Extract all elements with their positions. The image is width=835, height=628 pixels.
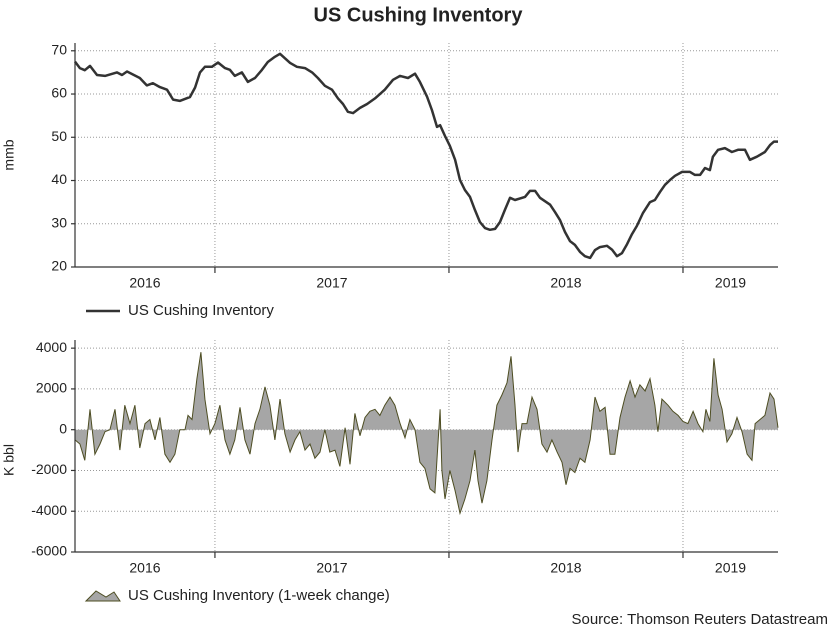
x-tick-label: 2019 — [715, 275, 746, 291]
y-tick-label: 60 — [51, 85, 67, 101]
legend-swatch — [84, 590, 121, 602]
area-edge — [74, 352, 779, 516]
y-tick-label: -4000 — [31, 502, 67, 518]
y-tick-label: 30 — [51, 214, 67, 230]
x-tick-label: 2018 — [550, 560, 581, 576]
y-tick-label: 50 — [51, 128, 67, 144]
x-tick-label: 2017 — [316, 560, 347, 576]
y-tick-label: -2000 — [31, 461, 67, 477]
y-tick-label: 4000 — [36, 339, 67, 355]
y-axis-label: mmb — [1, 139, 17, 170]
y-tick-label: -6000 — [31, 543, 67, 559]
x-tick-label: 2019 — [715, 560, 746, 576]
x-tick-label: 2016 — [129, 275, 160, 291]
y-tick-label: 0 — [59, 420, 67, 436]
y-tick-label: 2000 — [36, 380, 67, 396]
x-tick-label: 2016 — [129, 560, 160, 576]
y-tick-label: 20 — [51, 258, 67, 274]
y-axis-label: K bbl — [1, 444, 17, 476]
area-fill — [75, 352, 778, 514]
y-tick-label: 70 — [51, 41, 67, 57]
x-tick-label: 2017 — [316, 275, 347, 291]
x-tick-label: 2018 — [550, 275, 581, 291]
line-series — [74, 52, 778, 260]
legend-label: US Cushing Inventory — [128, 302, 274, 319]
chart-title: US Cushing Inventory — [314, 4, 524, 26]
legend-label: US Cushing Inventory (1-week change) — [128, 587, 390, 604]
source-note: Source: Thomson Reuters Datastream — [571, 611, 828, 628]
y-tick-label: 40 — [51, 171, 67, 187]
